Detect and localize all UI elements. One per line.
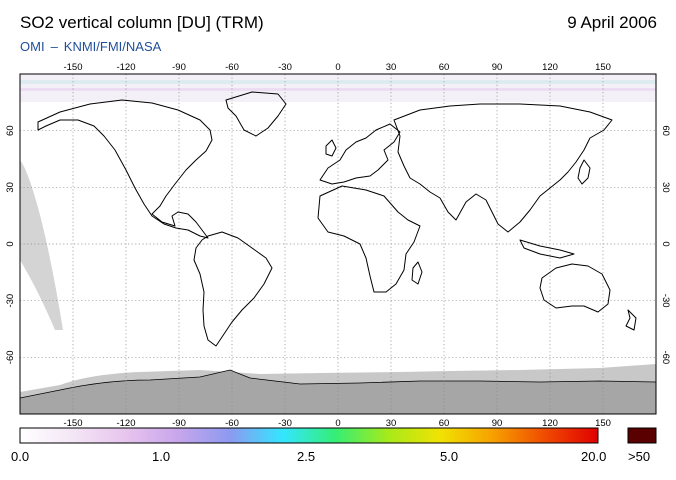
map-frame	[19, 73, 657, 415]
lon-label-bottom: 60	[439, 418, 450, 429]
lat-label-left: 30	[5, 182, 16, 193]
coastlines	[37, 91, 637, 347]
lon-label-bottom: -120	[116, 418, 135, 429]
colorbar-label-0: 0.0	[11, 449, 30, 464]
coast-asia	[393, 103, 613, 233]
colorbar-overflow-label: >50	[628, 449, 651, 464]
lon-label-bottom: 120	[542, 418, 558, 429]
credit-separator: –	[50, 39, 58, 54]
coast-north-america	[37, 99, 213, 239]
lon-label-bottom: -60	[225, 418, 239, 429]
lon-label-bottom: 90	[492, 418, 503, 429]
colorbar	[19, 427, 599, 444]
coast-australia	[539, 263, 611, 313]
lon-label-top: 0	[335, 62, 340, 73]
lon-label-bottom: 150	[595, 418, 611, 429]
credit-instrument: OMI	[20, 39, 45, 54]
credit-line: OMI – KNMI/FMI/NASA	[20, 39, 161, 54]
latitude-labels-left: 60 30 0 -30 -60	[5, 125, 16, 364]
lat-label-left: 0	[5, 241, 16, 246]
lon-label-top: 150	[595, 62, 611, 73]
colorbar-label-3: 5.0	[440, 449, 459, 464]
lon-label-top: -150	[63, 62, 82, 73]
longitude-labels-top: -150 -120 -90 -60 -30 0 30 60 90 120 150	[63, 62, 610, 73]
lon-label-top: 90	[492, 62, 503, 73]
coast-indonesia	[519, 239, 575, 259]
lat-label-left: -60	[5, 350, 16, 364]
lat-label-left: -30	[5, 294, 16, 308]
lon-label-top: 60	[439, 62, 450, 73]
coast-new-zealand	[625, 309, 637, 331]
colorbar-label-1: 1.0	[152, 449, 171, 464]
lat-label-right: 0	[660, 241, 671, 246]
colorbar-label-2: 2.5	[297, 449, 316, 464]
map-date: 9 April 2006	[567, 13, 657, 32]
coast-uk	[325, 139, 337, 157]
coast-japan	[577, 159, 591, 185]
lon-label-bottom: 0	[335, 418, 340, 429]
longitude-labels-bottom: -150 -120 -90 -60 -30 0 30 60 90 120 150	[63, 418, 610, 429]
lon-label-top: 120	[542, 62, 558, 73]
coast-africa	[317, 185, 421, 293]
lat-label-left: 60	[5, 125, 16, 136]
lon-label-top: -60	[225, 62, 239, 73]
latitude-labels-right: 60 30 0 -30 -60	[660, 125, 671, 364]
lon-label-top: -120	[116, 62, 135, 73]
coast-greenland	[225, 91, 287, 137]
credit-institutes: KNMI/FMI/NASA	[63, 39, 162, 54]
lat-label-right: 30	[660, 182, 671, 193]
lon-label-bottom: 30	[386, 418, 397, 429]
lat-label-right: -30	[660, 294, 671, 308]
lon-label-top: -90	[172, 62, 186, 73]
lon-label-top: 30	[386, 62, 397, 73]
coast-europe	[319, 123, 401, 185]
coast-madagascar	[411, 261, 423, 285]
no-data-swath	[20, 160, 63, 330]
lon-label-top: -30	[278, 62, 292, 73]
colorbar-label-4: 20.0	[581, 449, 607, 464]
coast-south-america	[193, 231, 273, 347]
lon-label-bottom: -30	[278, 418, 292, 429]
lat-label-right: 60	[660, 125, 671, 136]
lat-label-right: -60	[660, 350, 671, 364]
colorbar-overflow-swatch	[627, 427, 657, 444]
map-title: SO2 vertical column [DU] (TRM)	[20, 13, 264, 32]
lon-label-bottom: -150	[63, 418, 82, 429]
lon-label-bottom: -90	[172, 418, 186, 429]
graticule	[20, 74, 656, 414]
